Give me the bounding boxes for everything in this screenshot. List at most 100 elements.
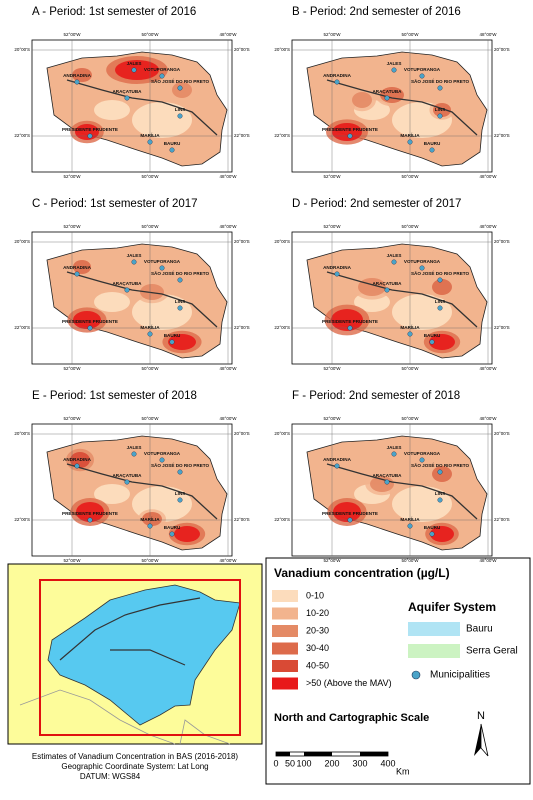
longitude-label: 52°00'W [64, 366, 82, 371]
latitude-label: 20°00'S [274, 431, 290, 436]
city-label: LINS [175, 107, 185, 112]
municipality-icon [74, 79, 80, 85]
municipality-icon [429, 531, 435, 537]
city-label: LINS [435, 107, 445, 112]
municipality-icon [124, 479, 130, 485]
river [66, 463, 218, 520]
city-label: SÃO JOSÉ DO RIO PRETO [151, 269, 210, 276]
municipality-icon [169, 531, 175, 537]
longitude-label: 48°00'W [220, 366, 238, 371]
latitude-label: 20°00'S [494, 239, 510, 244]
city-label: SÃO JOSÉ DO RIO PRETO [151, 461, 210, 468]
legend-label: 40-50 [306, 660, 329, 670]
legend-swatch [272, 677, 298, 690]
extent-box [39, 579, 241, 736]
low-zone [132, 102, 192, 138]
scale-label: 100 [296, 758, 311, 768]
low-zone [132, 294, 192, 330]
latitude-label: 20°00'S [14, 431, 30, 436]
city-label: BAURU [164, 525, 181, 530]
longitude-label: 52°00'W [324, 224, 342, 229]
city-label: VOTUPORANGA [404, 451, 441, 456]
city-label: LINS [175, 491, 185, 496]
scale-title: North and Cartographic Scale [274, 712, 429, 724]
map-frame: 52°00'W 52°00'W 50°00'W 50°00'W 48°00'W 48°00… [274, 224, 509, 371]
city-label: PRESIDENTE PRUDENTE [62, 127, 118, 132]
concentration-zone [70, 452, 90, 468]
city-label: ARAÇATUBA [372, 473, 402, 478]
municipality-icon [407, 139, 413, 145]
panel-title: F - Period: 2nd semester of 2018 [292, 390, 460, 402]
municipality-icon [131, 67, 137, 73]
city-label: MARÍLIA [140, 323, 160, 330]
map-panel: E - Period: 1st semester of 201852°00'W5… [14, 390, 249, 563]
city-label: MARÍLIA [400, 131, 420, 138]
municipality-icon [347, 133, 353, 139]
city-label: LINS [435, 299, 445, 304]
city-label: LINS [175, 299, 185, 304]
legend-title: Vanadium concentration (µg/L) [274, 566, 450, 580]
municipality-icon [74, 271, 80, 277]
municipality-icon [177, 497, 183, 503]
concentration-zone [332, 123, 362, 141]
latitude-label: 22°00'S [494, 133, 510, 138]
city-label: ANDRADINA [323, 457, 351, 462]
latitude-label: 20°00'S [274, 239, 290, 244]
map-panel: D - Period: 2nd semester of 201752°00'W5… [274, 198, 509, 371]
longitude-label: 50°00'W [142, 558, 160, 563]
concentration-zone [432, 279, 452, 295]
city-label: JALES [387, 253, 402, 258]
concentration-zone [168, 334, 196, 350]
city-label: ARAÇATUBA [372, 281, 402, 286]
low-zone [94, 100, 130, 120]
longitude-label: 48°00'W [480, 416, 498, 421]
municipality-icon [437, 305, 443, 311]
legend-label: >50 (Above the MAV) [306, 678, 392, 688]
municipality-icon [437, 469, 443, 475]
longitude-label: 48°00'W [480, 32, 498, 37]
municipality-icon [124, 95, 130, 101]
low-zone [392, 294, 452, 330]
latitude-label: 20°00'S [14, 239, 30, 244]
municipality-icon [159, 265, 165, 271]
city-label: BAURU [424, 333, 441, 338]
latitude-label: 22°00'S [494, 325, 510, 330]
municipality-icon [437, 497, 443, 503]
concentration-zone [142, 512, 162, 526]
longitude-label: 52°00'W [324, 558, 342, 563]
longitude-label: 50°00'W [142, 224, 160, 229]
longitude-label: 52°00'W [324, 416, 342, 421]
latitude-label: 20°00'S [274, 47, 290, 52]
scale-segment [304, 752, 332, 756]
longitude-label: 50°00'W [142, 366, 160, 371]
scale-segment [360, 752, 388, 756]
panel-title: B - Period: 2nd semester of 2016 [292, 6, 461, 18]
latitude-label: 20°00'S [234, 431, 250, 436]
municipality-icon [391, 67, 397, 73]
city-label: PRESIDENTE PRUDENTE [322, 511, 378, 516]
municipality-icon [169, 147, 175, 153]
aquifer-swatch [408, 622, 460, 636]
municipality-icon [87, 133, 93, 139]
scale-label: 400 [380, 758, 395, 768]
city-label: JALES [127, 253, 142, 258]
municipality-icon [169, 339, 175, 345]
longitude-label: 48°00'W [220, 416, 238, 421]
municipality-icon [159, 73, 165, 79]
city-label: VOTUPORANGA [404, 67, 441, 72]
city-label: PRESIDENTE PRUDENTE [62, 319, 118, 324]
municipality-icon [419, 265, 425, 271]
inset-map [7, 563, 263, 745]
municipality-icon [177, 305, 183, 311]
low-zone [392, 486, 452, 522]
north-arrow [480, 723, 489, 757]
legend-label: 10-20 [306, 608, 329, 618]
municipality-icon [347, 325, 353, 331]
longitude-label: 50°00'W [402, 416, 420, 421]
longitude-label: 48°00'W [220, 224, 238, 229]
panel-title: C - Period: 1st semester of 2017 [32, 198, 198, 210]
concentration-zone [174, 526, 200, 542]
map-frame: 52°00'W 52°00'W 50°00'W 50°00'W 48°00'W 48°00… [14, 32, 249, 179]
